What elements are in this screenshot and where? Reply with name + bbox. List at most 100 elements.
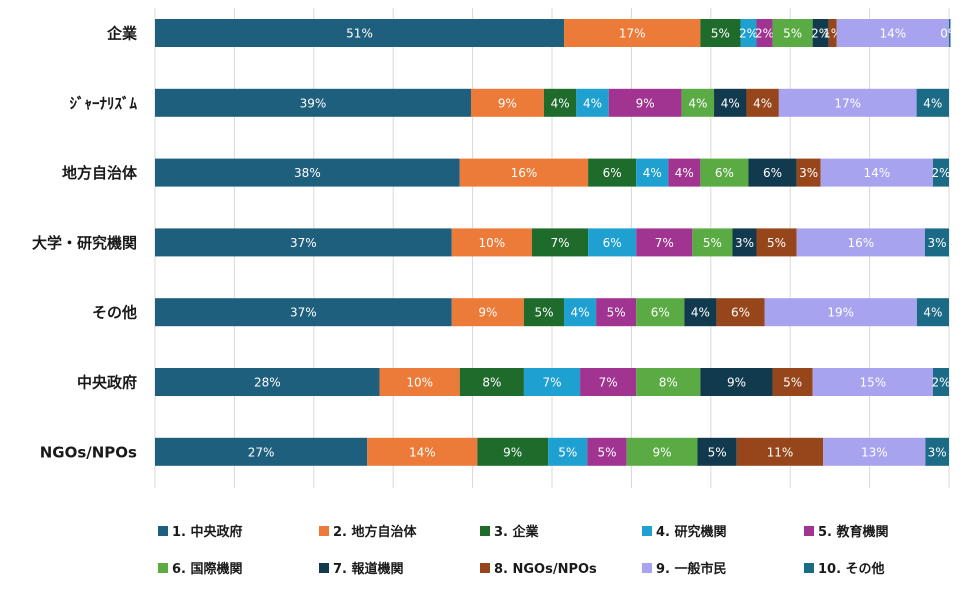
data-label: 5% bbox=[711, 27, 730, 41]
data-label: 2% bbox=[755, 27, 774, 41]
bar-segment bbox=[916, 88, 949, 117]
data-label: 7% bbox=[550, 236, 569, 250]
data-label: 7% bbox=[655, 236, 674, 250]
data-label: 9% bbox=[636, 96, 655, 110]
data-label: 0% bbox=[940, 27, 959, 41]
legend-label: 5. 教育機関 bbox=[818, 524, 889, 540]
legend-swatch bbox=[319, 563, 329, 573]
bar-row: 37% 10% 7% 6% 7% 5% 3% 5% 16% 3% bbox=[155, 228, 949, 257]
bar-segment bbox=[477, 437, 549, 466]
bar-segment bbox=[367, 437, 478, 466]
bar-segment bbox=[949, 19, 951, 47]
legend-label: 4. 研究機関 bbox=[656, 524, 727, 540]
data-label: 5% bbox=[598, 445, 617, 459]
data-label: 4% bbox=[753, 96, 772, 110]
bar-segment bbox=[636, 158, 669, 187]
bar-row: 28% 10% 8% 7% 7% 8% 9% 5% 15% 2% bbox=[155, 368, 951, 396]
bar-row: 51% 17% 5% 2%2% 5% 2%1% 14% 0% bbox=[155, 19, 959, 47]
bar-segment bbox=[820, 158, 933, 187]
data-label: 8% bbox=[482, 376, 501, 390]
legend-swatch bbox=[804, 526, 814, 536]
data-label: 4% bbox=[571, 306, 590, 320]
data-label: 5% bbox=[708, 445, 727, 459]
bar-segment bbox=[828, 19, 837, 47]
bar-segment bbox=[736, 437, 824, 466]
bar-segment bbox=[823, 437, 926, 466]
data-label: 4% bbox=[551, 96, 570, 110]
bar-segment bbox=[748, 158, 797, 187]
legend-item: 7. 報道機関 bbox=[319, 561, 404, 577]
category-label: その他 bbox=[92, 304, 137, 322]
bar-segment bbox=[564, 19, 701, 47]
bar-segment bbox=[155, 88, 471, 117]
bar-segment bbox=[764, 298, 917, 327]
legend-label: 2. 地方自治体 bbox=[333, 524, 418, 540]
legend-item: 6. 国際機関 bbox=[158, 561, 243, 577]
bar-segment bbox=[587, 437, 627, 466]
data-label: 28% bbox=[254, 376, 281, 390]
data-label: 2% bbox=[931, 166, 950, 180]
bar-segment bbox=[155, 228, 452, 257]
legend-swatch bbox=[642, 526, 652, 536]
bar-row: 27% 14% 9% 5% 5% 9% 5% 11% 13% 3% bbox=[155, 437, 949, 466]
bar-row: 37% 9% 5% 4% 5% 6% 4% 6% 19% 4% bbox=[155, 298, 949, 327]
data-label: 6% bbox=[715, 166, 734, 180]
legend-swatch bbox=[480, 563, 490, 573]
bar-segment bbox=[523, 368, 581, 396]
bar-segment bbox=[681, 88, 715, 117]
data-label: 7% bbox=[599, 376, 618, 390]
data-label: 4% bbox=[688, 96, 707, 110]
bar-segment bbox=[796, 228, 925, 257]
data-label: 2% bbox=[931, 376, 950, 390]
bar-segment bbox=[932, 368, 949, 396]
data-label: 3% bbox=[799, 166, 818, 180]
bar-segment bbox=[778, 88, 917, 117]
bar-segment bbox=[924, 228, 949, 257]
bar-segment bbox=[796, 158, 821, 187]
data-label: 11% bbox=[767, 445, 794, 459]
data-label: 6% bbox=[603, 236, 622, 250]
bar-segment bbox=[596, 298, 637, 327]
data-label: 2% bbox=[739, 27, 758, 41]
data-label: 10% bbox=[406, 376, 433, 390]
data-label: 16% bbox=[847, 236, 874, 250]
bar-segment bbox=[548, 437, 588, 466]
legend-item: 3. 企業 bbox=[480, 524, 540, 540]
bar-segment bbox=[700, 19, 741, 47]
bar-segment bbox=[932, 158, 949, 187]
data-label: 16% bbox=[511, 166, 538, 180]
data-label: 17% bbox=[834, 96, 861, 110]
bar-segment bbox=[772, 368, 813, 396]
legend-swatch bbox=[480, 526, 490, 536]
data-label: 5% bbox=[767, 236, 786, 250]
legend-item: 1. 中央政府 bbox=[158, 524, 243, 540]
data-label: 2% bbox=[811, 27, 830, 41]
data-label: 38% bbox=[294, 166, 321, 180]
legend-item: 10. その他 bbox=[804, 561, 885, 577]
data-label: 5% bbox=[607, 306, 626, 320]
data-label: 27% bbox=[248, 445, 275, 459]
data-label: 14% bbox=[409, 445, 436, 459]
data-label: 5% bbox=[534, 306, 553, 320]
legend-label: 9. 一般市民 bbox=[656, 561, 727, 577]
data-label: 4% bbox=[583, 96, 602, 110]
bar-segment bbox=[576, 88, 609, 117]
bar-segment bbox=[155, 298, 452, 327]
data-label: 37% bbox=[290, 306, 317, 320]
data-label: 8% bbox=[659, 376, 678, 390]
legend-swatch bbox=[158, 563, 168, 573]
category-label: ｼﾞｬｰﾅﾘｽﾞﾑ bbox=[69, 94, 137, 112]
data-label: 9% bbox=[653, 445, 672, 459]
data-label: 6% bbox=[731, 306, 750, 320]
bar-row: 38% 16% 6% 4% 4% 6% 6% 3% 14% 2% bbox=[155, 158, 951, 187]
data-label: 5% bbox=[703, 236, 722, 250]
legend-swatch bbox=[642, 563, 652, 573]
bar-segment bbox=[451, 228, 532, 257]
legend: 1. 中央政府 2. 地方自治体 3. 企業 4. 研究機関 5. 教育機関 6. 国際機… bbox=[158, 524, 889, 577]
bar-segment bbox=[684, 298, 717, 327]
category-label: NGOs/NPOs bbox=[40, 443, 137, 461]
data-label: 5% bbox=[783, 376, 802, 390]
legend-label: 10. その他 bbox=[818, 561, 885, 577]
